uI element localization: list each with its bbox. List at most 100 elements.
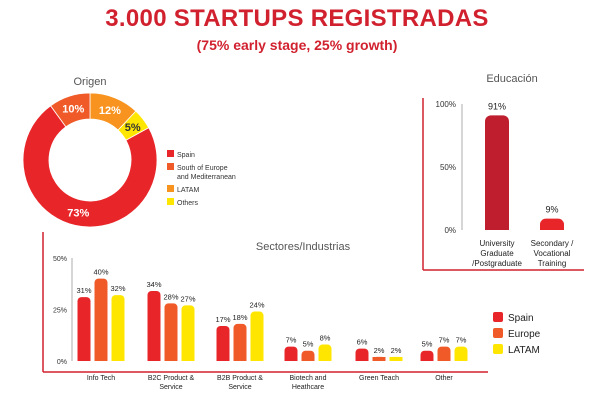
sect-bar-base: [420, 357, 434, 361]
sect-ytick: 50%: [53, 256, 67, 263]
origen-legend-swatch: [167, 185, 174, 192]
donut-slice-spain-label: 73%: [67, 208, 89, 220]
sectores-legend: Spain Europe LATAM: [493, 312, 541, 356]
sect-bar-label: 7%: [456, 336, 467, 345]
educacion-chart: 100% 50% 0% 91% UniversityGraduate/Postgradu…: [436, 100, 575, 268]
sect-bar-latam: [250, 311, 264, 361]
sect-xtick: Biotech and: [290, 375, 327, 382]
sect-bar-label: 27%: [180, 294, 195, 303]
sect-bar-label: 32%: [110, 284, 125, 293]
sect-bar-label: 7%: [286, 336, 297, 345]
edu-ytick: 50%: [440, 163, 456, 172]
sect-xtick: Info Tech: [87, 375, 115, 382]
page-subtitle: (75% early stage, 25% growth): [196, 37, 398, 53]
edu-bar-label: 91%: [488, 101, 506, 111]
sect-ytick: 0%: [57, 359, 67, 366]
sect-bar-label: 7%: [439, 336, 450, 345]
sect-bar-base: [250, 357, 264, 361]
origen-legend-swatch: [167, 150, 174, 157]
sect-bar-label: 40%: [93, 268, 108, 277]
sect-bar-label: 2%: [374, 346, 385, 355]
sect-bar-base: [77, 357, 91, 361]
sect-bar-spain: [216, 325, 230, 361]
sect-bar-base: [301, 357, 315, 361]
origen-donut: 12% 5% 73% 10%: [22, 92, 158, 228]
sect-bar-base: [111, 357, 125, 361]
edu-bar: [485, 115, 509, 230]
origen-legend-label: and Mediterranean: [177, 174, 236, 181]
edu-xtick: Graduate: [480, 249, 514, 258]
edu-xtick: Secondary /: [531, 239, 574, 248]
sect-bar-spain: [147, 290, 161, 361]
sect-bar-label: 6%: [357, 338, 368, 347]
sect-bar-europe: [94, 278, 108, 361]
sect-legend-label: Spain: [508, 313, 534, 324]
origen-legend: Spain South of Europe and Mediterranean LAT…: [167, 150, 236, 207]
donut-slice-latam-label: 12%: [99, 105, 121, 117]
donut-slice-spain: [22, 105, 158, 228]
sect-bar-base: [355, 357, 369, 361]
sect-bar-base: [147, 357, 161, 361]
sect-bar-base: [216, 357, 230, 361]
origen-legend-label: South of Europe: [177, 165, 228, 172]
educacion-title: Educación: [486, 73, 537, 85]
edu-xtick: /Postgraduate: [472, 259, 522, 268]
page-title: 3.000 STARTUPS REGISTRADAS: [105, 5, 489, 32]
sect-bar-europe: [233, 323, 247, 361]
edu-bar-base: [485, 224, 509, 230]
sect-bar-latam: [318, 344, 332, 361]
edu-bar-base: [540, 224, 564, 230]
sect-bar-base: [372, 357, 386, 361]
edu-ytick: 0%: [444, 226, 456, 235]
sect-bar-label: 24%: [249, 301, 264, 310]
sect-xtick: Other: [435, 375, 453, 382]
donut-slice-south-europe-label: 10%: [62, 104, 84, 116]
sect-bar-base: [454, 357, 468, 361]
donut-slice-south-europe: [50, 92, 91, 128]
origen-legend-label: Others: [177, 200, 199, 207]
sect-legend-swatch: [493, 344, 503, 354]
sect-bar-base: [437, 357, 451, 361]
sect-bar-base: [181, 357, 195, 361]
edu-bar-label: 9%: [545, 205, 558, 215]
sect-xtick: Green Teach: [359, 375, 399, 382]
sect-bar-base: [94, 357, 108, 361]
sectores-chart: 50% 25% 0% 31%40%32% Info Tech 34%28% 27% B2C P…: [53, 256, 468, 391]
sect-bar-base: [389, 357, 403, 361]
sect-legend-label: Europe: [508, 329, 541, 340]
sect-bar-label: 34%: [146, 280, 161, 289]
sect-bar-label: 28%: [163, 292, 178, 301]
origen-legend-label: Spain: [177, 152, 195, 159]
sect-bar-label: 5%: [303, 340, 314, 349]
sect-xtick: B2B Product &: [217, 375, 263, 382]
sect-ytick: 25%: [53, 308, 67, 315]
sect-xtick: B2C Product &: [148, 375, 195, 382]
sect-bar-label: 18%: [232, 313, 247, 322]
sect-bar-latam: [111, 295, 125, 361]
sect-bar-base: [164, 357, 178, 361]
sect-bar-label: 5%: [422, 340, 433, 349]
sect-bar-base: [284, 357, 298, 361]
sect-legend-swatch: [493, 328, 503, 338]
sect-bar-spain: [77, 297, 91, 361]
sect-bar-label: 8%: [320, 334, 331, 343]
sect-bar-latam: [181, 305, 195, 361]
sect-xtick: Service: [159, 384, 182, 391]
sect-bar-label: 31%: [76, 286, 91, 295]
sect-bar-base: [233, 357, 247, 361]
edu-xtick: Vocational: [534, 249, 571, 258]
sect-bar-label: 2%: [391, 346, 402, 355]
sect-bar-europe: [164, 303, 178, 361]
edu-xtick: University: [479, 239, 514, 248]
origen-title: Origen: [73, 76, 106, 88]
sectores-title: Sectores/Industrias: [256, 241, 351, 253]
sect-legend-swatch: [493, 312, 503, 322]
donut-slice-others-label: 5%: [125, 122, 141, 134]
sect-bar-label: 17%: [215, 315, 230, 324]
origen-legend-swatch: [167, 198, 174, 205]
origen-legend-swatch: [167, 163, 174, 170]
sect-bar-base: [318, 357, 332, 361]
sect-xtick: Heathcare: [292, 384, 324, 391]
edu-ytick: 100%: [436, 100, 456, 109]
